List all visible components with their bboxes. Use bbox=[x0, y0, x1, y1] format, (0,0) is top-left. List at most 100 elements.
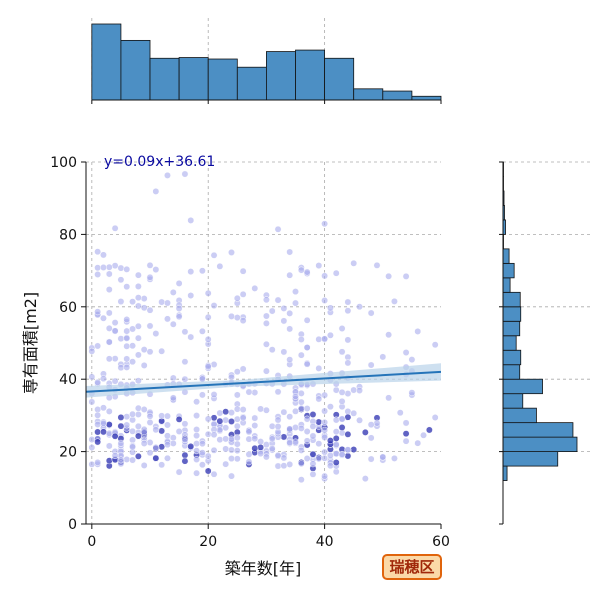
scatter-point bbox=[140, 461, 148, 469]
scatter-point bbox=[233, 422, 241, 430]
scatter-point bbox=[245, 450, 253, 458]
scatter-point bbox=[350, 409, 358, 417]
scatter-point bbox=[94, 378, 102, 386]
scatter-point bbox=[233, 405, 241, 413]
top-histogram-bar bbox=[382, 90, 413, 101]
scatter-point bbox=[123, 355, 131, 363]
scatter-point bbox=[117, 439, 125, 447]
scatter-point bbox=[361, 475, 369, 483]
scatter-point bbox=[367, 455, 375, 463]
scatter-point bbox=[100, 314, 107, 322]
scatter-point bbox=[303, 428, 311, 435]
scatter-point bbox=[303, 360, 311, 368]
scatter-point bbox=[390, 454, 398, 462]
scatter-point bbox=[286, 460, 294, 468]
scatter-point bbox=[268, 307, 276, 315]
scatter-point bbox=[169, 439, 177, 447]
scatter-point bbox=[280, 433, 288, 441]
scatter-point bbox=[280, 454, 288, 462]
scatter-point bbox=[338, 424, 346, 431]
scatter-point bbox=[146, 439, 154, 446]
scatter-point bbox=[257, 438, 265, 446]
scatter-point bbox=[210, 361, 218, 368]
scatter-point bbox=[105, 286, 113, 294]
scatter-point bbox=[332, 269, 340, 277]
scatter-point bbox=[129, 325, 137, 333]
scatter-point bbox=[169, 394, 177, 402]
scatter-point bbox=[181, 328, 189, 336]
scatter-point bbox=[129, 427, 137, 435]
scatter-point bbox=[309, 460, 317, 468]
scatter-point bbox=[274, 451, 282, 459]
scatter-point bbox=[193, 456, 201, 463]
scatter-point bbox=[338, 325, 346, 332]
right-histogram-bar bbox=[502, 451, 559, 467]
scatter-point bbox=[152, 330, 160, 338]
scatter-point bbox=[198, 391, 206, 399]
scatter-point bbox=[216, 409, 224, 417]
scatter-point bbox=[321, 418, 329, 426]
scatter-point bbox=[88, 436, 96, 443]
scatter-point bbox=[321, 454, 329, 462]
top-histogram-bar bbox=[236, 66, 267, 101]
scatter-point bbox=[198, 461, 206, 469]
scatter-point bbox=[210, 251, 218, 259]
scatter-point bbox=[134, 271, 142, 279]
scatter-point bbox=[332, 386, 340, 394]
scatter-point bbox=[233, 368, 241, 376]
scatter-point bbox=[216, 426, 224, 434]
top-histogram-bar bbox=[149, 57, 180, 101]
scatter-point bbox=[152, 187, 160, 195]
scatter-point bbox=[280, 462, 288, 470]
scatter-point bbox=[332, 434, 340, 442]
scatter-point bbox=[140, 406, 148, 413]
scatter-point bbox=[181, 358, 189, 366]
right-histogram-bar bbox=[502, 349, 522, 366]
right-histogram-bar bbox=[502, 393, 524, 409]
scatter-point bbox=[233, 440, 241, 448]
scatter-point bbox=[140, 361, 148, 369]
scatter-point bbox=[210, 431, 218, 439]
scatter-point bbox=[356, 416, 363, 424]
scatter-point bbox=[105, 324, 113, 332]
scatter-point bbox=[297, 266, 305, 274]
scatter-point bbox=[134, 294, 142, 302]
scatter-point bbox=[105, 429, 113, 437]
scatter-point bbox=[216, 262, 224, 270]
scatter-point bbox=[181, 451, 189, 459]
scatter-point bbox=[187, 268, 195, 276]
scatter-point bbox=[326, 437, 334, 445]
scatter-point bbox=[262, 406, 270, 414]
scatter-point bbox=[181, 375, 189, 383]
scatter-point bbox=[105, 407, 113, 415]
scatter-point bbox=[274, 423, 282, 430]
scatter-point bbox=[123, 327, 131, 335]
scatter-point bbox=[292, 299, 299, 307]
scatter-point bbox=[193, 447, 201, 455]
scatter-point bbox=[303, 316, 311, 324]
scatter-point bbox=[0, 450, 3, 456]
scatter-point bbox=[390, 297, 398, 305]
scatter-point bbox=[123, 421, 131, 429]
scatter-point bbox=[216, 417, 224, 425]
scatter-point bbox=[367, 421, 375, 429]
scatter-point bbox=[164, 454, 171, 462]
scatter-point bbox=[379, 453, 387, 461]
right-histogram-bar bbox=[502, 364, 521, 380]
scatter-point bbox=[350, 259, 358, 267]
scatter-point bbox=[134, 282, 142, 290]
scatter-point bbox=[245, 388, 253, 396]
scatter-point bbox=[408, 389, 416, 397]
scatter-point bbox=[204, 289, 212, 297]
scatter-point bbox=[233, 415, 241, 423]
scatter-point bbox=[292, 407, 299, 415]
scatter-point bbox=[117, 364, 125, 372]
scatter-point bbox=[222, 408, 230, 416]
scatter-point bbox=[164, 299, 171, 307]
scatter-point bbox=[187, 292, 195, 299]
scatter-point bbox=[414, 327, 422, 335]
scatter-point bbox=[134, 302, 142, 310]
scatter-point bbox=[321, 407, 329, 415]
right-histogram-bar bbox=[502, 335, 517, 351]
scatter-point bbox=[233, 434, 241, 442]
